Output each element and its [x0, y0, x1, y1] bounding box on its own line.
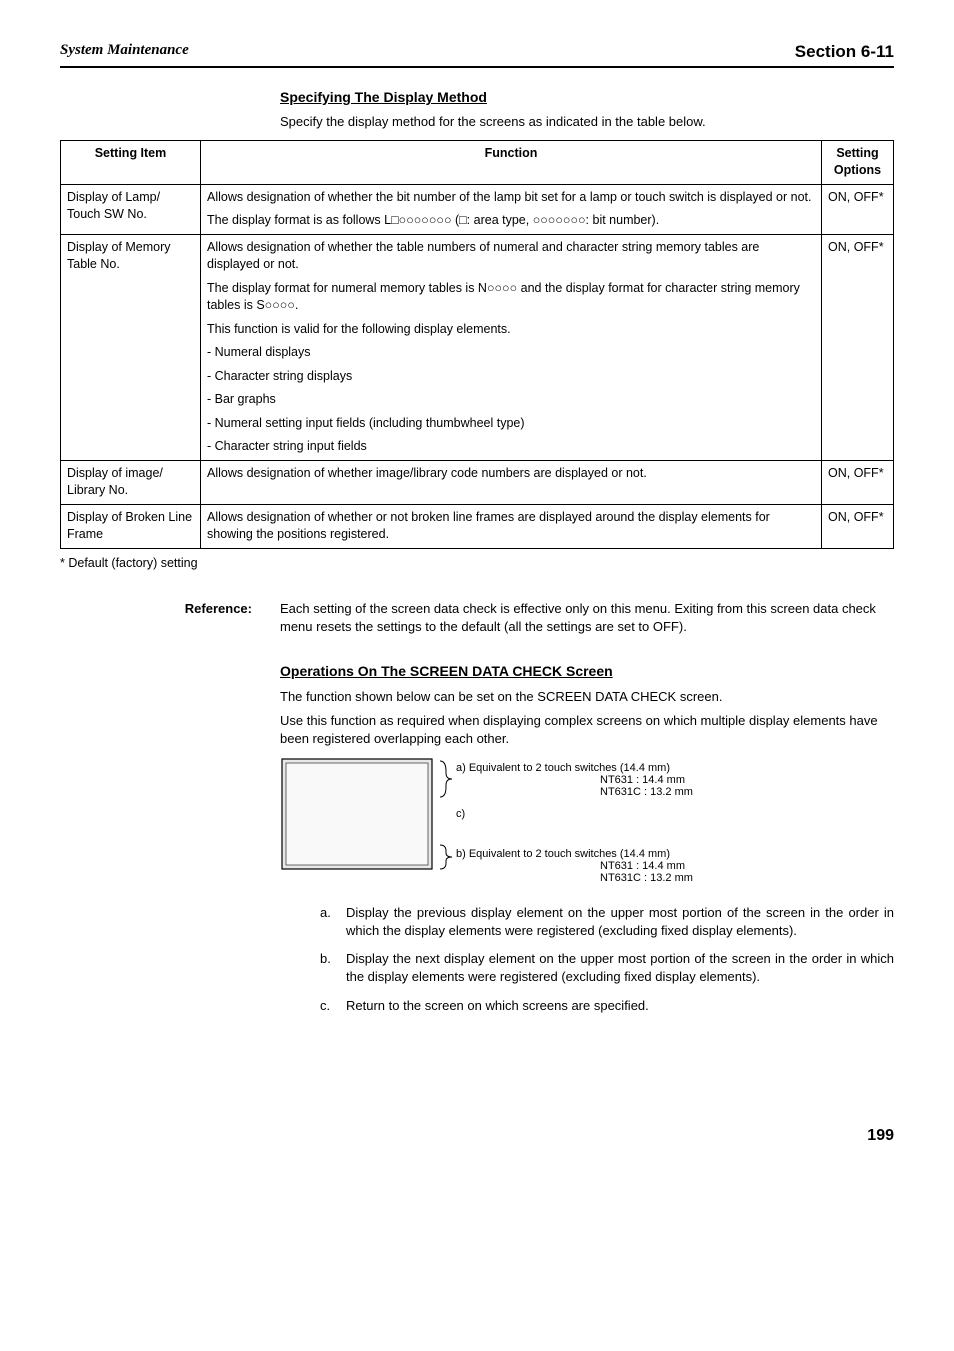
list-item: a. Display the previous display element …	[320, 904, 894, 940]
operations-intro1: The function shown below can be set on t…	[280, 688, 894, 706]
svg-text:NT631 : 14.4 mm: NT631 : 14.4 mm	[600, 774, 685, 786]
func-line: This function is valid for the following…	[207, 321, 815, 339]
svg-text:b) Equivalent to 2 touch switc: b) Equivalent to 2 touch switches (14.4 …	[456, 848, 670, 860]
header-right: Section 6-11	[795, 40, 894, 64]
svg-text:c): c)	[456, 808, 465, 820]
cell-opt: ON, OFF*	[822, 460, 894, 504]
func-line: - Character string input fields	[207, 438, 815, 456]
specifying-section-head: Specifying The Display Method Specify th…	[280, 88, 894, 132]
cell-func: Allows designation of whether the bit nu…	[201, 184, 822, 234]
func-line: Allows designation of whether or not bro…	[207, 509, 815, 544]
col-setting-options: Setting Options	[822, 140, 894, 184]
func-line: - Character string displays	[207, 368, 815, 386]
operations-intro2: Use this function as required when displ…	[280, 712, 894, 748]
touch-switch-diagram: a) Equivalent to 2 touch switches (14.4 …	[280, 757, 894, 892]
cell-item: Display of Memory Table No.	[61, 234, 201, 460]
func-line: Allows designation of whether the table …	[207, 239, 815, 274]
item-letter: c.	[320, 997, 330, 1015]
reference-body: Each setting of the screen data check is…	[280, 600, 894, 636]
cell-opt: ON, OFF*	[822, 234, 894, 460]
table-footnote: * Default (factory) setting	[60, 555, 894, 573]
operations-list: a. Display the previous display element …	[320, 904, 894, 1015]
cell-item: Display of Broken Line Frame	[61, 504, 201, 548]
func-line: - Numeral displays	[207, 344, 815, 362]
reference-label: Reference:	[60, 600, 280, 636]
func-line: Allows designation of whether the bit nu…	[207, 189, 815, 207]
cell-item: Display of Lamp/ Touch SW No.	[61, 184, 201, 234]
item-letter: a.	[320, 904, 331, 922]
header-left: System Maintenance	[60, 40, 189, 64]
func-line: Allows designation of whether image/libr…	[207, 465, 815, 483]
list-item: c. Return to the screen on which screens…	[320, 997, 894, 1015]
svg-text:NT631C : 13.2 mm: NT631C : 13.2 mm	[600, 872, 693, 884]
list-item: b. Display the next display element on t…	[320, 950, 894, 986]
table-row: Display of Memory Table No. Allows desig…	[61, 234, 894, 460]
svg-text:NT631C : 13.2 mm: NT631C : 13.2 mm	[600, 786, 693, 798]
func-line: The display format for numeral memory ta…	[207, 280, 815, 315]
operations-section-head: Operations On The SCREEN DATA CHECK Scre…	[280, 662, 894, 748]
reference-block: Reference: Each setting of the screen da…	[60, 600, 894, 636]
cell-opt: ON, OFF*	[822, 504, 894, 548]
page-number: 199	[60, 1125, 894, 1147]
cell-item: Display of image/ Library No.	[61, 460, 201, 504]
col-setting-item: Setting Item	[61, 140, 201, 184]
specifying-intro: Specify the display method for the scree…	[280, 113, 894, 131]
table-row: Display of Broken Line Frame Allows desi…	[61, 504, 894, 548]
cell-opt: ON, OFF*	[822, 184, 894, 234]
svg-text:NT631 : 14.4 mm: NT631 : 14.4 mm	[600, 860, 685, 872]
col-function: Function	[201, 140, 822, 184]
settings-table: Setting Item Function Setting Options Di…	[60, 140, 894, 549]
specifying-title: Specifying The Display Method	[280, 88, 894, 108]
table-row: Display of Lamp/ Touch SW No. Allows des…	[61, 184, 894, 234]
table-row: Display of image/ Library No. Allows des…	[61, 460, 894, 504]
cell-func: Allows designation of whether image/libr…	[201, 460, 822, 504]
operations-title: Operations On The SCREEN DATA CHECK Scre…	[280, 662, 894, 682]
item-text: Display the next display element on the …	[346, 951, 894, 984]
func-line: The display format is as follows L□○○○○○…	[207, 212, 815, 230]
item-text: Return to the screen on which screens ar…	[346, 998, 649, 1013]
func-line: - Bar graphs	[207, 391, 815, 409]
page-header: System Maintenance Section 6-11	[60, 40, 894, 68]
func-line: - Numeral setting input fields (includin…	[207, 415, 815, 433]
cell-func: Allows designation of whether or not bro…	[201, 504, 822, 548]
svg-text:a) Equivalent to 2 touch switc: a) Equivalent to 2 touch switches (14.4 …	[456, 762, 670, 774]
cell-func: Allows designation of whether the table …	[201, 234, 822, 460]
item-text: Display the previous display element on …	[346, 905, 894, 938]
item-letter: b.	[320, 950, 331, 968]
